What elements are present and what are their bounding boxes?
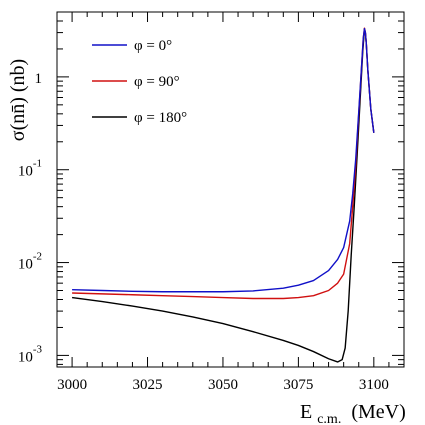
- series-line: [72, 28, 375, 293]
- y-tick-label-base: 1: [35, 71, 43, 87]
- y-tick-label: 10-2: [18, 251, 42, 273]
- x-tick-label: 3050: [208, 377, 238, 393]
- legend-label: φ = 180°: [134, 110, 187, 126]
- y-tick-label-exponent: -1: [33, 158, 42, 170]
- y-tick-label-base: 10: [18, 349, 33, 365]
- y-tick-label-base: 10: [18, 164, 33, 180]
- legend-label: φ = 0°: [134, 38, 172, 54]
- y-tick-label-base: 10: [18, 257, 33, 273]
- y-tick-label-exponent: -2: [33, 251, 42, 263]
- y-tick-label-exponent: -3: [33, 343, 43, 355]
- data-curves: [71, 27, 375, 363]
- legend: φ = 0° φ = 90° φ = 180°: [92, 38, 187, 126]
- y-tick-label: 10-1: [18, 158, 42, 180]
- x-tick-label: 3025: [133, 377, 163, 393]
- axis-ticks: [57, 11, 405, 367]
- x-tick-label: 3000: [57, 377, 87, 393]
- legend-label: φ = 90°: [134, 74, 180, 90]
- y-tick-labels: 110-110-210-3: [18, 71, 43, 366]
- x-tick-label: 3075: [283, 377, 313, 393]
- x-axis-label-main: E: [300, 401, 312, 423]
- y-tick-label: 10-3: [18, 343, 43, 365]
- x-axis-label-unit: (MeV): [351, 401, 405, 423]
- y-tick-label: 1: [35, 71, 43, 87]
- plot-frame: [56, 11, 405, 368]
- y-axis-label: σ(nn̄) (nb): [7, 59, 29, 141]
- x-axis-label-subscript: c.m.: [317, 412, 341, 425]
- x-axis-label: E c.m. (MeV): [300, 401, 406, 425]
- x-tick-label: 3100: [359, 377, 389, 393]
- x-tick-labels: 3000 3025 3050 3075 3100: [57, 377, 389, 393]
